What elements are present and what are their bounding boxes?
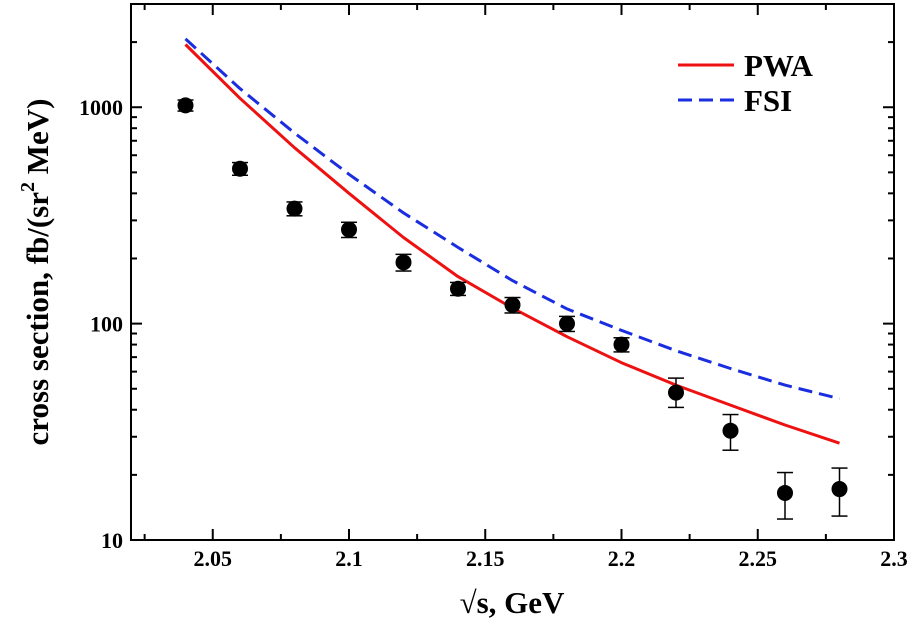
data-point-0 bbox=[177, 97, 194, 114]
data-point-1 bbox=[232, 160, 248, 177]
data-point-8 bbox=[613, 336, 630, 353]
data-point-11 bbox=[777, 484, 793, 501]
x-axis-title: √s, GeV bbox=[460, 585, 565, 620]
y-axis-title-superscript: 2 bbox=[17, 182, 39, 192]
y-axis-title-tail: MeV) bbox=[20, 99, 55, 182]
x-tick-label-5: 2.3 bbox=[880, 546, 908, 571]
series-layer bbox=[184, 37, 840, 445]
data-point-4 bbox=[395, 254, 412, 271]
data-points-layer bbox=[177, 97, 848, 520]
data-point-10 bbox=[722, 422, 739, 439]
data-point-3 bbox=[341, 221, 357, 238]
y-tick-label-1: 100 bbox=[90, 312, 123, 337]
data-point-2 bbox=[286, 200, 303, 217]
y-axis-title-main: cross section, fb/(sr bbox=[20, 192, 55, 446]
y-axis-title: cross section, fb/(sr2 MeV) bbox=[17, 99, 55, 446]
legend: PWA FSI bbox=[678, 48, 814, 118]
data-point-9 bbox=[668, 384, 684, 401]
data-point-12 bbox=[831, 481, 848, 498]
x-tick-label-4: 2.25 bbox=[739, 546, 778, 571]
y-tick-label-2: 1000 bbox=[79, 95, 123, 120]
legend-label-pwa: PWA bbox=[744, 48, 814, 83]
data-point-6 bbox=[504, 296, 521, 313]
data-point-5 bbox=[450, 280, 466, 297]
legend-label-fsi: FSI bbox=[744, 83, 792, 118]
x-tick-label-0: 2.05 bbox=[194, 546, 233, 571]
series-line-pwa bbox=[184, 43, 840, 445]
ticks-layer: 2.05 2.1 2.15 2.2 2.25 2.3 10 100 1000 bbox=[79, 3, 908, 571]
plot-frame bbox=[130, 3, 895, 541]
y-tick-label-0: 10 bbox=[101, 528, 123, 553]
x-tick-label-1: 2.1 bbox=[335, 546, 363, 571]
x-tick-label-3: 2.2 bbox=[608, 546, 636, 571]
data-point-7 bbox=[559, 315, 575, 332]
series-line-fsi bbox=[184, 37, 840, 401]
x-tick-label-2: 2.15 bbox=[466, 546, 505, 571]
